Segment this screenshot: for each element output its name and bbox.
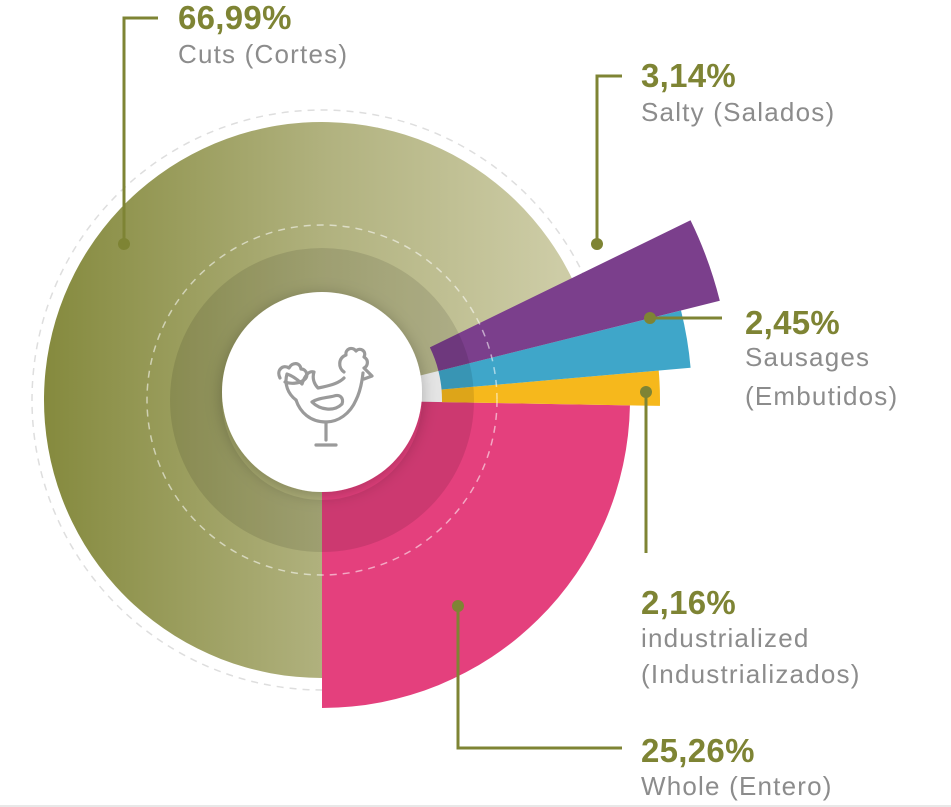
- industrialized-category-label-line2: (Industrializados): [641, 659, 861, 689]
- chicken-icon: [277, 346, 374, 447]
- slice-sausages: [438, 310, 691, 390]
- leader-line-cuts: [122, 16, 158, 244]
- leader-dot-salty: [591, 238, 603, 250]
- whole-value-label: 25,26%: [641, 732, 755, 769]
- slice-salty: [429, 220, 720, 371]
- bottom-divider: [0, 805, 951, 807]
- leader-dot-industrialized: [640, 386, 652, 398]
- leader-dot-sausages: [644, 312, 656, 324]
- inner-guide-circle: [146, 224, 498, 576]
- cuts-category-label: Cuts (Cortes): [178, 39, 349, 69]
- salty-category-label: Salty (Salados): [641, 97, 836, 127]
- leader-dot-whole: [452, 600, 464, 612]
- sausages-value-label: 2,45%: [745, 304, 841, 341]
- slice-whole: [322, 400, 630, 708]
- sausages-category-label-line1: Sausages: [745, 342, 871, 372]
- sausages-category-label-line2: (Embutidos): [745, 381, 899, 411]
- leader-lines: [118, 16, 722, 750]
- industrialized-value-label: 2,16%: [641, 584, 737, 621]
- leader-line-whole: [456, 606, 622, 750]
- slice-industrialized: [441, 370, 661, 406]
- salty-value-label: 3,14%: [641, 57, 737, 94]
- industrialized-category-label-line1: industrialized: [641, 623, 810, 653]
- inner-ring: [170, 248, 474, 552]
- leader-dot-cuts: [118, 238, 130, 250]
- leader-line-salty: [595, 74, 622, 244]
- whole-category-label: Whole (Entero): [641, 771, 833, 801]
- cuts-value-label: 66,99%: [178, 0, 292, 36]
- center-disc: [222, 292, 422, 492]
